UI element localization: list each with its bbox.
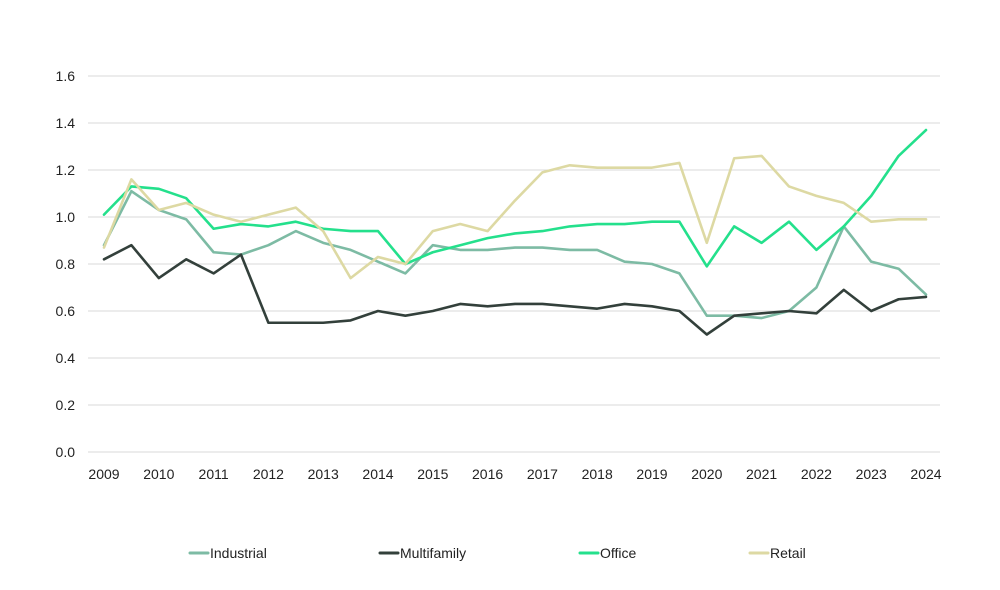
x-tick-label: 2021 [746,466,777,482]
y-tick-label: 1.0 [56,209,76,225]
y-tick-label: 0.0 [56,444,76,460]
y-tick-label: 1.6 [56,68,76,84]
x-tick-label: 2010 [143,466,174,482]
legend-label-multifamily: Multifamily [400,545,466,561]
series-lines [102,128,928,336]
gridlines [88,75,940,453]
x-tick-label: 2017 [527,466,558,482]
legend-label-industrial: Industrial [210,545,267,561]
y-axis-ticks: 0.0 0.2 0.4 0.6 0.8 1.0 1.2 1.4 1.6 [56,68,76,460]
y-tick-label: 0.8 [56,256,76,272]
y-tick-label: 1.2 [56,162,76,178]
x-tick-label: 2014 [362,466,393,482]
x-tick-label: 2012 [253,466,284,482]
y-tick-label: 0.4 [56,350,76,366]
x-tick-label: 2015 [417,466,448,482]
x-tick-label: 2016 [472,466,503,482]
series-line-retail [102,154,928,280]
legend-label-retail: Retail [770,545,806,561]
y-tick-label: 0.2 [56,397,76,413]
x-tick-label: 2024 [910,466,941,482]
y-tick-label: 0.6 [56,303,76,319]
x-tick-label: 2011 [199,466,229,482]
x-tick-label: 2020 [691,466,722,482]
x-tick-label: 2022 [801,466,832,482]
legend-label-office: Office [600,545,637,561]
series-line-office [102,128,928,268]
series-line-industrial [102,189,928,320]
x-tick-label: 2023 [856,466,887,482]
x-tick-label: 2018 [582,466,613,482]
x-tick-label: 2009 [88,466,119,482]
y-tick-label: 1.4 [56,115,76,131]
x-tick-label: 2013 [308,466,339,482]
legend: Industrial Multifamily Office Retail [188,545,806,561]
x-tick-label: 2019 [636,466,667,482]
series-line-multifamily [102,243,928,336]
x-axis-ticks: 2009 2010 2011 2012 2013 2014 2015 2016 2017 2018… [88,466,941,482]
